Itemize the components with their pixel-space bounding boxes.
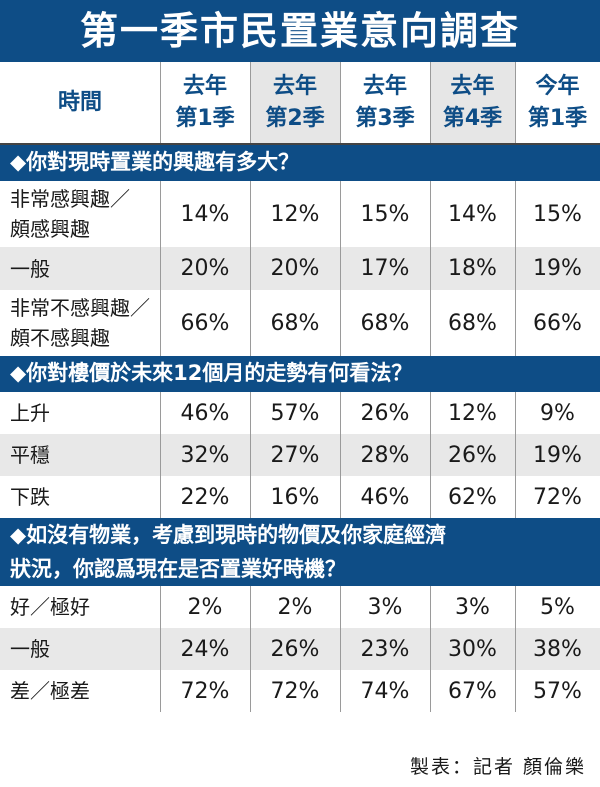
column-divider (250, 181, 251, 356)
column-divider (515, 181, 516, 356)
section-question: ◆如沒有物業，考慮到現時的物價及你家庭經濟 狀況，你認爲現在是否置業好時機？ (0, 518, 600, 586)
row-value: 2% (277, 594, 313, 620)
row-value: 20% (270, 256, 320, 281)
row-value: 16% (270, 484, 320, 510)
row-value: 30% (448, 636, 497, 662)
row-value: 66% (533, 310, 582, 336)
row-value: 24% (180, 636, 230, 662)
credit-footer: 製表：記者 顏倫樂 (409, 756, 586, 778)
row-value: 68% (270, 310, 320, 336)
row-value: 68% (448, 310, 497, 336)
column-divider (430, 62, 431, 143)
header-period: 去年 第1季 (175, 73, 235, 131)
row-value: 18% (448, 256, 497, 281)
table-row: 非常不感興趣／ 頗不感興趣 66% 68% 68% 68% 66% (0, 290, 600, 356)
row-value: 17% (360, 256, 410, 281)
column-divider (250, 392, 251, 518)
column-divider (515, 392, 516, 518)
row-value: 9% (540, 400, 575, 426)
column-divider (340, 586, 341, 712)
header-period: 去年 第4季 (430, 62, 515, 143)
header-period: 去年 第2季 (250, 62, 340, 143)
row-value: 12% (270, 201, 320, 227)
row-value: 32% (180, 442, 230, 468)
column-divider (160, 392, 161, 518)
row-value: 12% (448, 400, 497, 426)
row-label: 下跌 (10, 485, 50, 509)
row-label: 非常不感興趣／ 頗不感興趣 (10, 296, 150, 350)
row-value: 20% (180, 256, 230, 281)
column-divider (160, 62, 161, 143)
row-value: 15% (533, 201, 582, 227)
row-value: 22% (180, 484, 230, 510)
column-divider (340, 62, 341, 143)
row-value: 2% (187, 594, 223, 620)
row-value: 68% (360, 310, 410, 336)
row-value: 72% (270, 678, 320, 704)
section-question: ◆你對現時置業的興趣有多大？ (0, 145, 600, 181)
column-divider (340, 392, 341, 518)
row-value: 26% (448, 442, 497, 468)
table-row: 平穩 32% 27% 28% 26% 19% (0, 434, 600, 476)
row-value: 72% (533, 484, 582, 510)
table-row: 好／極好 2% 2% 3% 3% 5% (0, 586, 600, 628)
table-header: 時間 去年 第1季 去年 第2季 去年 第3季 去年 第4季 今年 第1季 (0, 62, 600, 145)
row-label: 平穩 (10, 443, 50, 467)
table-row: 下跌 22% 16% 46% 62% 72% (0, 476, 600, 518)
header-period: 今年 第1季 (527, 73, 588, 131)
row-label: 一般 (10, 256, 50, 281)
table-row: 非常感興趣／ 頗感興趣 14% 12% 15% 14% 15% (0, 181, 600, 247)
row-value: 23% (360, 636, 410, 662)
row-value: 3% (367, 594, 403, 620)
header-label: 時間 (57, 89, 102, 115)
table-row: 一般 24% 26% 23% 30% 38% (0, 628, 600, 670)
row-value: 3% (455, 594, 490, 620)
column-divider (430, 586, 431, 712)
table-row: 差／極差 72% 72% 74% 67% 57% (0, 670, 600, 712)
row-value: 72% (180, 678, 230, 704)
column-divider (250, 62, 251, 143)
row-value: 19% (533, 442, 582, 468)
column-divider (250, 586, 251, 712)
row-label: 非常感興趣／ 頗感興趣 (10, 187, 130, 241)
table-row: 一般 20% 20% 17% 18% 19% (0, 247, 600, 290)
row-value: 66% (180, 310, 230, 336)
column-divider (515, 62, 516, 143)
row-label: 上升 (10, 401, 50, 425)
column-divider (340, 181, 341, 356)
column-divider (515, 586, 516, 712)
row-label: 差／極差 (10, 679, 90, 703)
row-label: 一般 (10, 637, 50, 661)
row-value: 38% (533, 636, 582, 662)
row-value: 62% (448, 484, 497, 510)
row-value: 28% (360, 442, 410, 468)
row-label: 好／極好 (10, 595, 90, 619)
row-value: 67% (448, 678, 497, 704)
row-value: 74% (360, 678, 410, 704)
row-value: 19% (533, 256, 582, 281)
column-divider (160, 586, 161, 712)
header-period: 去年 第3季 (355, 73, 415, 131)
row-value: 26% (270, 636, 320, 662)
row-value: 46% (180, 400, 230, 426)
row-value: 5% (540, 594, 575, 620)
row-value: 26% (360, 400, 410, 426)
table-title: 第一季市民置業意向調查 (0, 0, 600, 62)
row-value: 14% (180, 201, 230, 227)
row-value: 14% (448, 201, 497, 227)
row-value: 46% (360, 484, 410, 510)
row-value: 57% (533, 678, 582, 704)
column-divider (160, 181, 161, 356)
row-value: 27% (270, 442, 320, 468)
column-divider (430, 181, 431, 356)
column-divider (430, 392, 431, 518)
section-question: ◆你對樓價於未來12個月的走勢有何看法？ (0, 356, 600, 392)
row-value: 57% (270, 400, 320, 426)
table-row: 上升 46% 57% 26% 12% 9% (0, 392, 600, 434)
row-value: 15% (360, 201, 410, 227)
